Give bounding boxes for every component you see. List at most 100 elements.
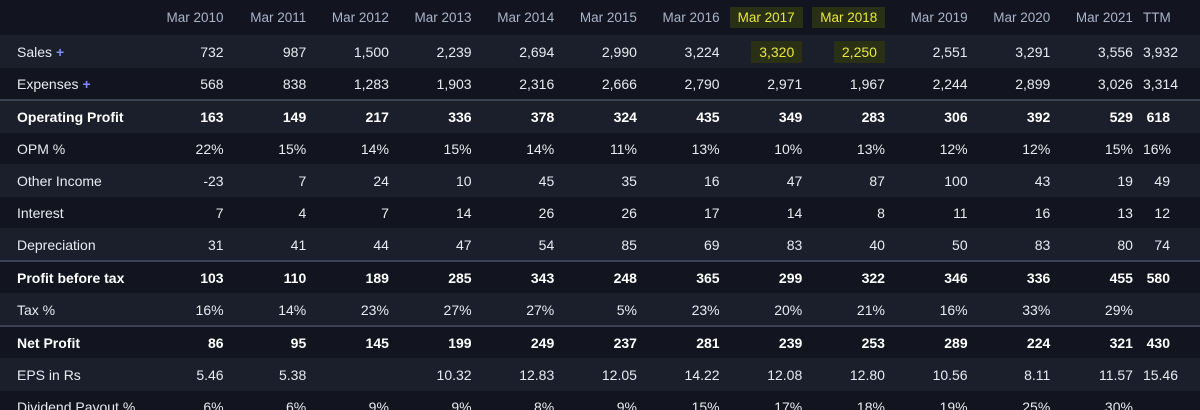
cell-mar-2010: 16% [195, 301, 224, 318]
row-operating-profit: Operating Profit 163 149 217 336 378 324 435 349… [0, 100, 1200, 133]
row-label: EPS in Rs [0, 359, 151, 391]
cell-mar-2016: 2,790 [684, 75, 720, 92]
cell-mar-2011: 14% [278, 301, 307, 318]
cell-mar-2015: 2,990 [601, 43, 637, 60]
cell-mar-2013: 9% [451, 398, 472, 410]
header-label-cell [0, 0, 151, 36]
row-label-text: Dividend Payout % [17, 398, 136, 410]
cell-mar-2010: 7 [215, 204, 224, 221]
cell-mar-2021: 3,556 [1097, 43, 1133, 60]
cell-mar-2019: 50 [952, 236, 968, 253]
cell-ttm [1143, 294, 1200, 327]
cell-mar-2016: 23% [691, 301, 720, 318]
cell-mar-2019: 19% [939, 398, 968, 410]
cell-mar-2014: 54 [538, 236, 555, 253]
cell-mar-2021: 15% [1104, 140, 1133, 157]
cell-mar-2011: 110 [283, 269, 307, 286]
row-label: Depreciation [0, 229, 151, 262]
row-label: Profit before tax [0, 261, 151, 294]
header-mar-2015: Mar 2015 [579, 10, 637, 25]
cell-mar-2016: 13% [691, 140, 720, 157]
cell-mar-2010: 86 [207, 334, 224, 351]
cell-mar-2013: 2,239 [436, 43, 472, 60]
cell-mar-2010: 6% [203, 398, 224, 410]
cell-ttm [1143, 391, 1200, 410]
cell-mar-2018: 12.80 [849, 366, 885, 383]
cell-mar-2017: 47 [786, 172, 803, 189]
cell-mar-2017: 12.08 [767, 366, 803, 383]
cell-mar-2020: 336 [1026, 269, 1051, 286]
header-mar-2011: Mar 2011 [250, 10, 307, 25]
cell-mar-2019: 11 [953, 204, 968, 221]
cell-mar-2018: 322 [861, 269, 885, 286]
expand-plus-icon[interactable]: + [82, 75, 91, 92]
cell-mar-2017: 2,971 [767, 75, 803, 92]
cell-mar-2010: -23 [203, 172, 224, 189]
cell-mar-2010: 103 [200, 269, 224, 286]
cell-ttm: 618 [1146, 108, 1170, 125]
cell-mar-2013: 336 [448, 108, 472, 125]
header-mar-2016: Mar 2016 [662, 10, 720, 25]
cell-mar-2021: 19 [1117, 172, 1133, 189]
cell-mar-2020: 3,291 [1015, 43, 1051, 60]
cell-mar-2018: 13% [856, 140, 885, 157]
cell-mar-2013: 10 [456, 172, 472, 189]
row-label: Tax % [0, 294, 151, 327]
row-net-profit: Net Profit 86 95 145 199 249 237 281 239 253 289 22… [0, 326, 1200, 359]
cell-mar-2019: 346 [944, 269, 968, 286]
header-mar-2012: Mar 2012 [331, 10, 389, 25]
cell-mar-2016: 365 [696, 269, 720, 286]
cell-mar-2021: 13 [1117, 204, 1133, 221]
cell-mar-2016: 15% [691, 398, 720, 410]
row-label[interactable]: Expenses + [0, 68, 151, 101]
cell-mar-2021: 455 [1109, 269, 1133, 286]
row-other-income: Other Income -23 7 24 10 45 35 16 47 87 100 43 19 49 [0, 164, 1200, 197]
cell-mar-2011: 838 [282, 75, 307, 92]
cell-mar-2016: 3,224 [684, 43, 720, 60]
cell-mar-2011: 987 [282, 43, 307, 60]
cell-mar-2018: 1,967 [849, 75, 885, 92]
cell-mar-2021: 11.57 [1098, 366, 1133, 383]
cell-mar-2011: 4 [298, 204, 307, 221]
cell-mar-2017: 349 [778, 108, 803, 125]
cell-mar-2021: 3,026 [1097, 75, 1133, 92]
cell-mar-2014: 249 [530, 334, 555, 351]
row-dividend-payout: Dividend Payout % 6% 6% 9% 9% 8% 9% 15% 17% 18% 19… [0, 390, 1200, 410]
row-label: Operating Profit [0, 100, 151, 133]
cell-mar-2011: 15% [278, 140, 307, 157]
cell-mar-2020: 224 [1026, 334, 1051, 351]
cell-mar-2021: 29% [1104, 301, 1133, 318]
cell-mar-2010: 568 [200, 75, 224, 92]
row-label[interactable]: Sales + [0, 36, 151, 68]
header-mar-2019: Mar 2019 [910, 10, 968, 25]
cell-mar-2017: 83 [786, 236, 803, 253]
row-label-text: Other Income [17, 172, 102, 189]
highlight-mar-2018: Mar 2018 [812, 7, 886, 28]
row-expenses[interactable]: Expenses +568 838 1,283 1,903 2,316 2,666 2,790… [0, 67, 1200, 101]
cell-mar-2018: 87 [869, 172, 885, 189]
cell-mar-2013: 285 [448, 269, 472, 286]
cell-mar-2013: 10.32 [436, 366, 472, 383]
cell-mar-2019: 16% [939, 301, 968, 318]
cell-mar-2020: 2,899 [1015, 75, 1051, 92]
expand-plus-icon[interactable]: + [56, 43, 65, 60]
cell-mar-2018: 253 [861, 334, 885, 351]
row-sales[interactable]: Sales +732 987 1,500 2,239 2,694 2,990 3,224 3,3… [0, 35, 1200, 68]
cell-mar-2011: 95 [290, 334, 307, 351]
cell-mar-2018: 21% [856, 301, 885, 318]
row-label-text: Profit before tax [17, 269, 125, 286]
header-mar-2021: Mar 2021 [1075, 10, 1133, 25]
cell-mar-2019: 12% [939, 140, 968, 157]
cell-mar-2021: 80 [1117, 236, 1133, 253]
cell-mar-2019: 100 [944, 172, 968, 189]
cell-mar-2012: 1,283 [353, 75, 389, 92]
cell-mar-2018: 283 [861, 108, 885, 125]
header-row: Mar 2010 Mar 2011 Mar 2012 Mar 2013 Mar … [0, 0, 1200, 36]
row-label-text: Interest [17, 204, 64, 221]
cell-mar-2014: 45 [538, 172, 555, 189]
cell-mar-2020: 8.11 [1024, 366, 1051, 383]
cell-mar-2020: 25% [1022, 398, 1051, 410]
cell-mar-2012 [316, 359, 399, 391]
row-profit-before-tax: Profit before tax 103 110 189 285 343 248 365 29… [0, 261, 1200, 294]
cell-mar-2020: 33% [1022, 301, 1051, 318]
